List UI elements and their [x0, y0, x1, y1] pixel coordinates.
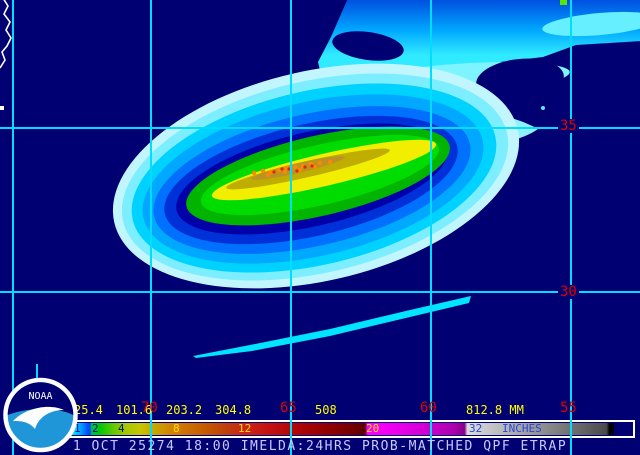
noaa-logo-top-half [7, 382, 74, 415]
inch-scale-label: 8 [173, 422, 180, 435]
noaa-logo-text: NOAA [28, 391, 52, 402]
latitude-label-35: 35 [558, 118, 579, 134]
noaa-logo: NOAA [3, 377, 78, 453]
inch-scale-label: 12 [238, 422, 252, 435]
storm-main-blob [112, 63, 520, 289]
small-rain-cell [541, 106, 545, 110]
longitude-label-60: 60 [420, 400, 437, 416]
graticule-vertical-line-60w [430, 0, 432, 455]
noaa-bird-icon [13, 406, 64, 429]
colorbar-units-label: INCHES [502, 422, 542, 435]
latitude-label-30: 30 [558, 284, 579, 300]
small-green-cell [560, 0, 567, 5]
longitude-label-55: 55 [560, 400, 577, 416]
mm-scale-label: 25.4 [74, 403, 103, 417]
inch-scale-label: 2 [92, 422, 99, 435]
rain-streak [193, 296, 471, 358]
colorbar-gradient [66, 423, 612, 435]
inch-scale-label: 1 [74, 422, 81, 435]
longitude-label-70: 70 [141, 400, 158, 416]
inch-scale-label: 32 [469, 422, 483, 435]
graticule-vertical-line-55w [570, 0, 572, 455]
graticule-vertical-line-75w [12, 0, 14, 455]
colorbar: 1 2 4 8 12 20 32 INCHES [62, 420, 635, 438]
mm-scale-label: 304.8 [215, 403, 252, 417]
graticule-vertical-line-65w [290, 0, 292, 455]
inch-scale-label: 20 [366, 422, 380, 435]
mm-scale-label: 812.8 MM [466, 403, 524, 417]
longitude-label-65: 65 [280, 400, 297, 416]
graticule-vertical-segment [36, 364, 38, 388]
heavy-rain-core-speckles [251, 159, 333, 177]
graticule-vertical-line-70w [150, 0, 152, 455]
mm-scale-label: 101.6 [116, 403, 153, 417]
product-title: 1 OCT 25274 18:00 IMELDA:24HRS PROB-MATC… [72, 439, 568, 454]
coastline [0, 0, 12, 110]
mm-scale-label: 203.2 [166, 403, 203, 417]
graticule-horizontal-line-30n [0, 291, 640, 293]
colorbar-end-tick [612, 423, 614, 435]
inch-scale-label: 4 [118, 422, 125, 435]
mm-scale-label: 508 [315, 403, 337, 417]
graticule-horizontal-line-35n [0, 127, 640, 129]
